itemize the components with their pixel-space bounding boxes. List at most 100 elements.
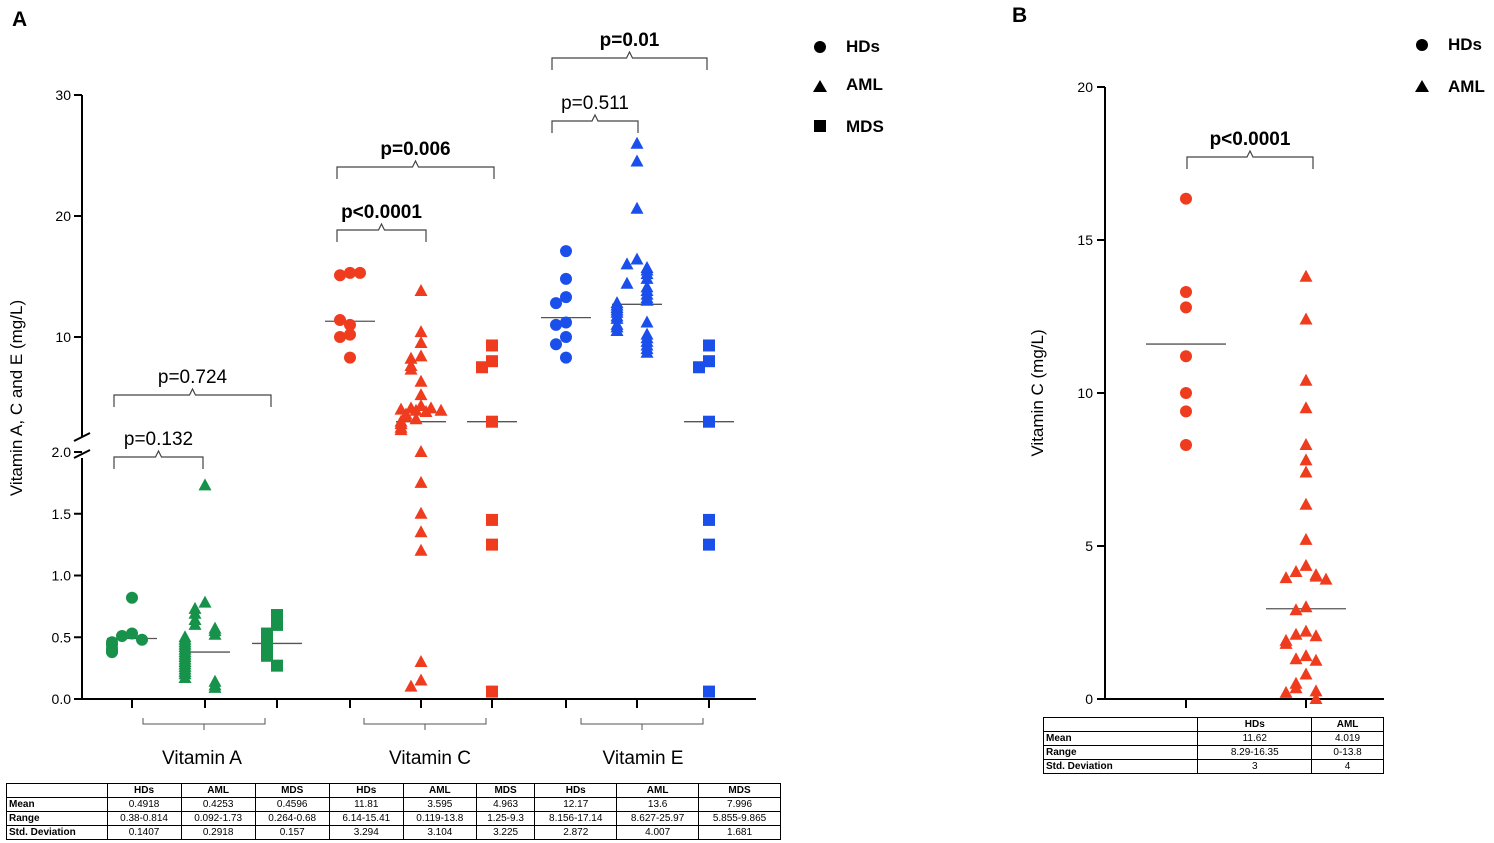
point-panel-b-aml [1289,603,1303,616]
point-vitamin-a-aml [208,627,222,640]
point-vitamin-e-mds [693,361,705,374]
table-cell: 11.62 [1197,731,1313,746]
point-vitamin-a-mds [271,609,283,622]
table-cell: 6.14-15.41 [328,811,404,826]
legend-label-aml: AML [1448,77,1485,96]
panel-b-summary-table: HDs AML Mean 11.62 4.019 Range 8.29-16.3… [1042,717,1384,774]
point-panel-b-aml [1309,653,1323,666]
point-vitamin-c-mds [476,361,488,374]
comparison-1-bracket [113,449,204,469]
table-cell: 0.4596 [254,797,330,812]
table-header-cell: HDs [1197,717,1313,732]
comparison-4-label: p=0.006 [380,139,450,160]
table-header-cell: MDS [698,783,781,798]
point-panel-b-aml [1309,684,1323,697]
table-header-cell: AML [180,783,256,798]
table-header-cell: HDs [534,783,618,798]
table-row-mean: Mean 0.4918 0.4253 0.4596 11.81 3.595 4.… [6,797,781,812]
legend-square-icon [814,120,826,132]
point-vitamin-e-aml [630,252,644,265]
comparison-6-bracket [551,50,708,70]
point-vitamin-c-aml [414,349,428,362]
table-header-cell: HDs [328,783,404,798]
point-vitamin-e-aml [630,154,644,167]
point-vitamin-e-hds [560,351,572,364]
table-cell: 3.104 [402,825,477,840]
group-bracket-vitamin-e [580,718,704,730]
point-vitamin-e-mds [703,685,715,698]
point-vitamin-c-hds [334,269,346,282]
table-row-std-deviation: Std. Deviation 3 4 [1042,759,1384,774]
point-panel-b-aml [1289,565,1303,578]
point-vitamin-a-mds [261,649,273,662]
y-tick-label: 1.0 [52,568,72,584]
comparison-5-label: p=0.511 [561,93,629,114]
point-vitamin-c-aml [414,374,428,387]
y-tick-label: 30 [55,87,71,103]
legend-label-hds: HDs [846,37,880,56]
comparison-6-label: p=0.01 [600,30,660,51]
table-header-cell: AML [402,783,477,798]
point-vitamin-a-aml [198,478,212,491]
table-cell: 11.81 [328,797,404,812]
point-vitamin-e-mds [703,538,715,551]
table-cell: 0.092-1.73 [180,811,256,826]
point-vitamin-a-mds [271,659,283,672]
point-vitamin-c-aml [409,403,423,416]
table-cell: 0.119-13.8 [402,811,477,826]
table-cell: 5.855-9.865 [698,811,781,826]
point-vitamin-c-hds [334,331,346,343]
point-vitamin-a-mds [271,618,283,631]
point-vitamin-e-aml [630,201,644,214]
point-vitamin-e-aml [620,257,634,270]
y-tick-label: 10 [1077,385,1093,401]
point-panel-b-aml [1309,692,1323,704]
point-vitamin-c-aml [394,423,408,436]
point-vitamin-c-hds [354,266,366,279]
comparison-1-label: p=0.132 [124,429,193,450]
legend-label-mds: MDS [846,117,884,136]
comparison-2-bracket [113,387,272,407]
group-bracket-vitamin-a [142,718,266,730]
point-panel-b-aml [1299,667,1313,680]
point-vitamin-e-aml [610,311,624,324]
point-panel-b-aml [1299,624,1313,637]
table-cell: 0.4253 [180,797,256,812]
point-vitamin-e-aml [640,345,654,358]
point-vitamin-c-aml [414,506,428,519]
point-vitamin-c-aml [414,325,428,338]
point-panel-b-aml [1319,572,1333,585]
table-row-label: Mean [6,797,108,812]
table-row-mean: Mean 11.62 4.019 [1042,731,1384,746]
panel-b-y-axis-title: Vitamin C (mg/L) [1028,329,1047,456]
table-cell: 8.627-25.97 [616,811,700,826]
point-vitamin-e-aml [630,136,644,149]
point-panel-b-hds [1180,350,1192,363]
point-vitamin-e-hds [550,338,562,351]
point-panel-b-aml [1299,497,1313,510]
comparison-5-bracket [551,113,639,133]
table-cell: 0.4918 [106,797,182,812]
point-panel-b-aml [1289,652,1303,665]
point-panel-b-aml [1299,401,1313,414]
comparison-panel-b-label: p<0.0001 [1210,129,1291,150]
legend-label-aml: AML [846,75,883,94]
table-cell: 4.007 [616,825,700,840]
point-vitamin-c-aml [414,284,428,297]
panel-a-summary-table: HDs AML MDS HDs AML MDS HDs AML MDS Mean… [6,783,781,840]
point-vitamin-a-aml [198,595,212,608]
table-header-cell: MDS [254,783,330,798]
y-tick-label: 10 [55,329,71,345]
point-vitamin-a-aml [208,680,222,693]
point-vitamin-e-hds [560,291,572,304]
point-vitamin-c-aml [414,445,428,457]
point-vitamin-e-aml [640,293,654,306]
point-vitamin-c-mds [486,685,498,698]
point-vitamin-e-hds [560,331,572,343]
comparison-4-bracket [336,159,495,179]
point-panel-b-aml [1299,312,1313,325]
point-vitamin-c-aml [404,362,418,375]
table-cell: 0.1407 [106,825,182,840]
table-cell: 1.681 [698,825,781,840]
